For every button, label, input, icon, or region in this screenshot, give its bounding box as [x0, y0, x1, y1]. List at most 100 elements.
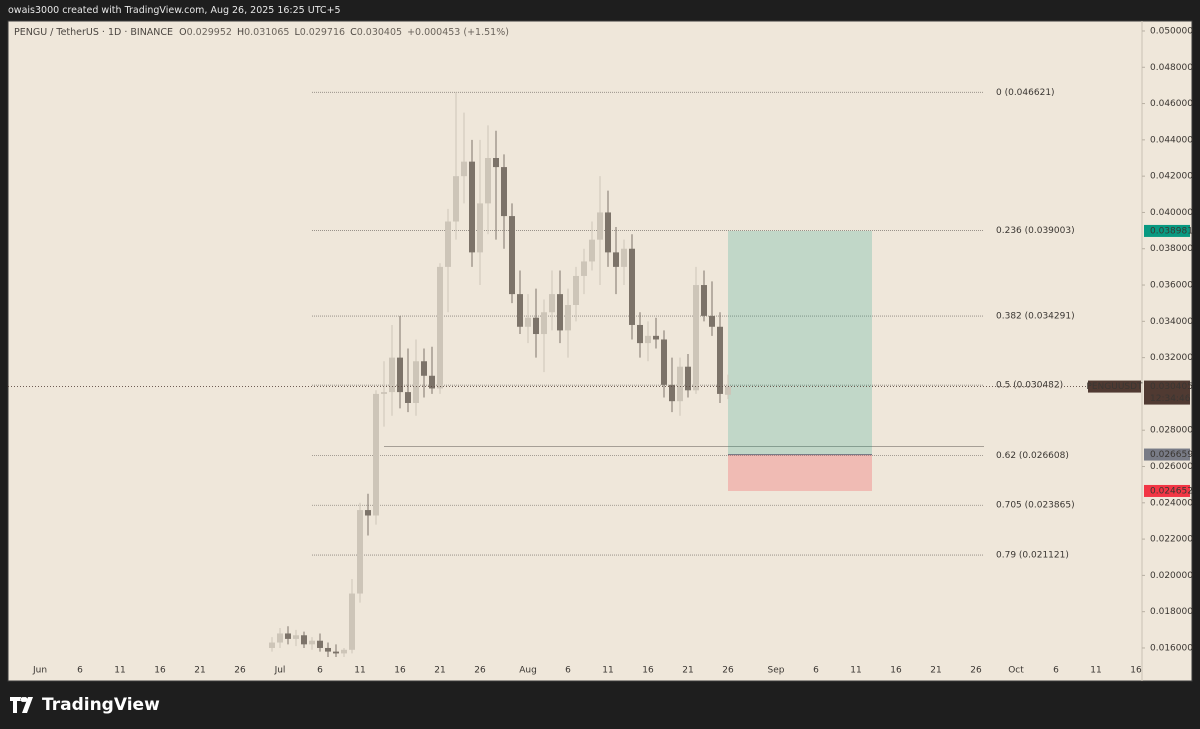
candle-body [549, 294, 555, 313]
x-tick-label: 6 [77, 666, 83, 676]
x-tick-label: 11 [354, 666, 365, 676]
x-tick-label: 26 [234, 666, 246, 676]
candle-body [405, 392, 411, 403]
y-tick-label: 0.040000 [1150, 208, 1193, 218]
candle-body [381, 392, 387, 394]
candle-body [501, 167, 507, 217]
candle-body [341, 649, 347, 654]
y-tick-label: 0.022000 [1150, 535, 1193, 545]
ohlc-value: 0.031065 [244, 27, 290, 38]
candle-body [533, 317, 539, 335]
brand: TradingView [42, 695, 160, 715]
price-tag [1144, 380, 1190, 405]
x-tick-label: 21 [930, 666, 941, 676]
candle-body [509, 216, 515, 295]
x-tick-label: 16 [394, 666, 406, 676]
fib-label: 0.382 (0.034291) [996, 312, 1075, 322]
entry-tag-label: 0.026659 [1150, 450, 1193, 460]
x-tick-label: 16 [642, 666, 654, 676]
y-tick-label: 0.050000 [1150, 26, 1193, 36]
x-tick-label: 11 [850, 666, 861, 676]
candle-body [685, 366, 691, 391]
candle-body [517, 294, 523, 327]
candle-body [325, 647, 331, 652]
fib-label: 0.5 (0.030482) [996, 381, 1063, 391]
legend: PENGU / TetherUS · 1D · BINANCE O0.02995… [14, 27, 514, 38]
brand-logo [10, 697, 33, 713]
candle-body [413, 361, 419, 403]
chart-background [7, 20, 1193, 682]
fib-label: 0.705 (0.023865) [996, 501, 1075, 511]
price-tag-label: 0.030405 [1150, 382, 1193, 392]
stop-tag [1144, 484, 1190, 497]
target-tag-label: 0.038981 [1150, 226, 1193, 236]
candle-body [317, 640, 323, 648]
x-tick-label: 16 [890, 666, 902, 676]
x-tick-label: 21 [434, 666, 445, 676]
x-tick-label: 6 [813, 666, 819, 676]
entry-tag [1144, 448, 1190, 461]
ohlc-letter: H [236, 27, 245, 38]
candle-body [453, 176, 459, 222]
candle-body [629, 248, 635, 325]
candle-body [437, 266, 443, 389]
candle-body [365, 510, 371, 516]
y-tick-label: 0.042000 [1150, 172, 1193, 182]
candle-body [725, 386, 731, 395]
ohlc-value: 0.030405 [356, 27, 403, 38]
y-tick-label: 0.028000 [1150, 426, 1193, 436]
candle-body [525, 317, 531, 327]
candle-body [373, 393, 379, 516]
candle-body [573, 275, 579, 305]
candle-body [581, 261, 587, 276]
y-tick-label: 0.024000 [1150, 498, 1193, 508]
fib-label: 0 (0.046621) [996, 88, 1055, 98]
candle-body [669, 384, 675, 402]
candle-body [597, 212, 603, 240]
x-tick-label: 21 [194, 666, 205, 676]
x-tick-label: 11 [602, 666, 613, 676]
x-tick-label: Jul [274, 666, 286, 676]
x-tick-label: 6 [565, 666, 571, 676]
y-tick-label: 0.016000 [1150, 643, 1193, 653]
symbol-title: PENGU / TetherUS · 1D · BINANCE [14, 27, 174, 38]
candle-body [493, 158, 499, 168]
change: +0.000453 (+1.51%) [407, 27, 509, 38]
candle-body [349, 593, 355, 650]
y-tick-label: 0.032000 [1150, 353, 1193, 363]
ohlc-letter: C [350, 27, 357, 38]
candle-body [301, 635, 307, 645]
candle-body [621, 248, 627, 267]
fib-label: 0.236 (0.039003) [996, 226, 1075, 236]
symbol-tag-label: PENGUUSDT [1086, 382, 1143, 392]
profit-zone [728, 230, 872, 455]
loss-zone [728, 454, 872, 491]
candle-body [269, 642, 275, 648]
ohlc-value: 0.029716 [299, 27, 346, 38]
x-tick-label: 16 [1130, 666, 1142, 676]
y-tick-label: 0.026000 [1150, 462, 1193, 472]
candle-body [637, 324, 643, 344]
candle-body [333, 651, 339, 654]
candle-body [653, 335, 659, 340]
x-tick-label: 26 [474, 666, 486, 676]
candle-body [645, 335, 651, 344]
x-tick-label: 26 [970, 666, 982, 676]
countdown: 12:34:46 [1150, 394, 1191, 404]
y-tick-label: 0.018000 [1150, 607, 1193, 617]
candle-body [357, 510, 363, 594]
candle-body [565, 304, 571, 331]
y-tick-label: 0.044000 [1150, 135, 1193, 145]
fib-label: 0.62 (0.026608) [996, 451, 1069, 461]
candle-body [589, 239, 595, 262]
ohlc-letter: O [179, 27, 187, 38]
candle-body [421, 361, 427, 376]
credit: owais3000 created with TradingView.com, … [8, 5, 341, 16]
candle-body [309, 640, 315, 645]
y-tick-label: 0.038000 [1150, 244, 1193, 254]
candle-body [469, 161, 475, 253]
candle-body [613, 252, 619, 267]
candle-body [693, 285, 699, 391]
candle-body [277, 633, 283, 643]
candle-body [445, 221, 451, 267]
